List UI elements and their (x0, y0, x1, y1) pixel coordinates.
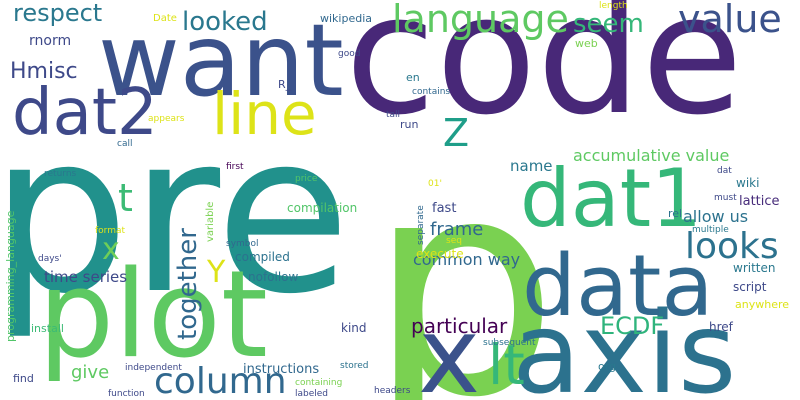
word-respect: respect (13, 0, 102, 27)
word-ecdf: ECDF (600, 312, 664, 340)
word-compiled: compiled (235, 250, 290, 264)
word-t: t (118, 176, 133, 220)
word-value: value (678, 0, 782, 41)
word-must: must (714, 193, 737, 203)
word-appears: appears (148, 114, 185, 124)
word-length: length (599, 1, 628, 11)
word-execute: execute (416, 247, 464, 261)
word-particular: particular (411, 314, 508, 338)
word-subsequent: subsequent (483, 338, 536, 348)
word-dat: dat (717, 166, 732, 176)
word-symbol: symbol (226, 239, 259, 249)
word-find: find (13, 372, 34, 385)
word-x: x (102, 232, 120, 267)
word-hmisc: Hmisc (10, 59, 78, 84)
word-rel: rel (668, 207, 682, 220)
word-dat1: dat1 (520, 152, 702, 245)
word-variable: variable (205, 202, 216, 242)
word-install: install (31, 322, 64, 335)
word-seem: seem (573, 9, 644, 39)
word-frame: frame (430, 219, 483, 240)
word-returns: returns (44, 169, 77, 179)
word-anywhere: anywhere (735, 298, 789, 311)
word-price: price (295, 174, 318, 184)
word-data: data (522, 237, 713, 336)
word-z: Z (443, 111, 469, 155)
word-stored: stored (340, 361, 368, 371)
word-compilation: compilation (287, 201, 357, 215)
word-fast: fast (432, 201, 456, 216)
word-accumulative-value: accumulative value (573, 146, 729, 165)
word-date: Date (153, 13, 177, 24)
word-language: language (392, 0, 569, 41)
word-r: R_ (278, 78, 292, 91)
word-axis: axis (512, 289, 736, 400)
word-good: good (338, 49, 360, 59)
word-wiki: wiki (736, 176, 759, 190)
word-days: days' (38, 254, 62, 264)
word-independent: independent (125, 363, 182, 373)
word-rnorm: rnorm (29, 33, 71, 49)
word-looked: looked (182, 7, 268, 37)
word-multiple: multiple (692, 225, 729, 235)
word-lt: lt (488, 333, 525, 397)
word-p: p (368, 114, 558, 400)
word-web: web (575, 37, 598, 50)
word-want: want (98, 2, 344, 119)
word-name: name (510, 157, 553, 175)
word-give: give (71, 362, 109, 383)
word-column: column (154, 361, 287, 400)
word-headers: headers (374, 386, 411, 396)
word-containing: containing (295, 378, 342, 388)
word-looks: looks (685, 226, 779, 267)
word-programming-language: programming_language (4, 210, 17, 342)
word-first: first (226, 162, 244, 172)
word-wikipedia: wikipedia (320, 12, 372, 25)
word-01: 01' (428, 179, 442, 189)
word-seq: seq (446, 236, 462, 246)
word-kind: kind (341, 321, 367, 335)
word-labeled: labeled (295, 389, 328, 399)
word-allow-us: allow us (683, 207, 748, 226)
word-instructions: instructions (243, 362, 319, 377)
word-code: code (345, 0, 743, 151)
word-together: together (173, 228, 203, 340)
word-en: en (406, 71, 420, 84)
word-run: run (400, 118, 418, 131)
word-line: line (212, 80, 317, 148)
word-call: call (117, 139, 132, 149)
word-org: org (598, 360, 616, 373)
word-separate: separate (416, 205, 426, 245)
word-time-series: time series (44, 268, 127, 286)
word-function: function (108, 389, 145, 399)
word-contains: contains (412, 87, 450, 97)
word-written: written (733, 261, 775, 275)
word-format: format (95, 226, 125, 236)
word-tall: tall (386, 110, 400, 120)
word-common-way: common way (413, 250, 520, 269)
word-nofollow: nofollow (248, 270, 299, 284)
word-x: x (418, 295, 480, 400)
word-href: href (709, 320, 734, 334)
word-pre: pre (0, 86, 351, 342)
word-plot: plot (38, 246, 268, 385)
word-dat2: dat2 (12, 76, 158, 150)
word-lattice: lattice (739, 194, 780, 209)
word-script: script (733, 280, 767, 294)
word-y: Y (206, 255, 226, 290)
